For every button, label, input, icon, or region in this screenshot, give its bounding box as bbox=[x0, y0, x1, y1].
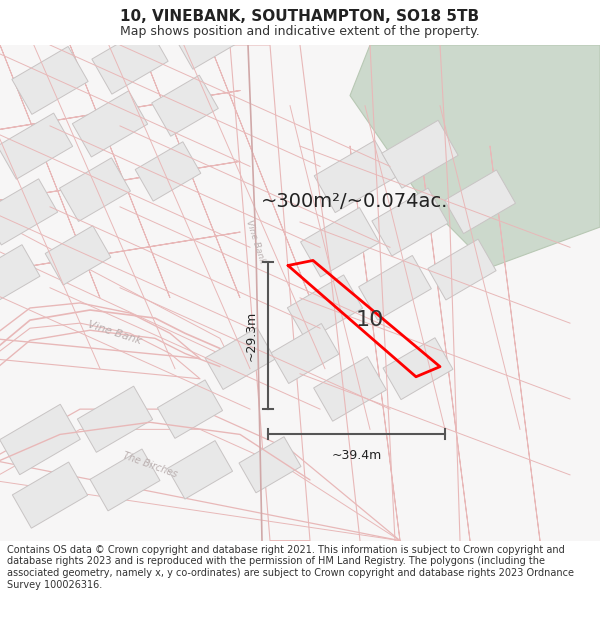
Polygon shape bbox=[135, 142, 201, 201]
Polygon shape bbox=[0, 404, 80, 475]
Text: ~300m²/~0.074ac.: ~300m²/~0.074ac. bbox=[262, 192, 449, 211]
Text: ~39.4m: ~39.4m bbox=[331, 449, 382, 462]
Polygon shape bbox=[174, 11, 236, 69]
Polygon shape bbox=[0, 244, 40, 306]
Polygon shape bbox=[271, 324, 339, 384]
Polygon shape bbox=[0, 179, 58, 245]
Polygon shape bbox=[383, 338, 453, 399]
Text: Vine Bank: Vine Bank bbox=[87, 320, 143, 347]
Polygon shape bbox=[0, 113, 73, 179]
Polygon shape bbox=[73, 91, 148, 157]
Polygon shape bbox=[445, 170, 515, 234]
Polygon shape bbox=[45, 226, 111, 285]
Text: Vine Bank: Vine Bank bbox=[244, 219, 266, 265]
Text: Map shows position and indicative extent of the property.: Map shows position and indicative extent… bbox=[120, 25, 480, 38]
Polygon shape bbox=[205, 328, 275, 389]
Text: 10: 10 bbox=[356, 310, 384, 330]
Text: 10, VINEBANK, SOUTHAMPTON, SO18 5TB: 10, VINEBANK, SOUTHAMPTON, SO18 5TB bbox=[121, 9, 479, 24]
Polygon shape bbox=[239, 437, 301, 493]
Polygon shape bbox=[90, 449, 160, 511]
Polygon shape bbox=[77, 386, 152, 452]
Polygon shape bbox=[359, 256, 431, 320]
Text: The Birches: The Birches bbox=[121, 450, 179, 479]
Polygon shape bbox=[301, 208, 379, 277]
Polygon shape bbox=[157, 380, 223, 438]
Polygon shape bbox=[428, 239, 496, 300]
Text: Contains OS data © Crown copyright and database right 2021. This information is : Contains OS data © Crown copyright and d… bbox=[7, 545, 574, 589]
Polygon shape bbox=[92, 26, 168, 94]
Polygon shape bbox=[152, 75, 218, 136]
Polygon shape bbox=[0, 45, 600, 541]
Polygon shape bbox=[372, 188, 448, 256]
Polygon shape bbox=[59, 158, 130, 221]
Polygon shape bbox=[314, 357, 386, 421]
Text: ~29.3m: ~29.3m bbox=[245, 311, 258, 361]
Polygon shape bbox=[314, 141, 396, 212]
Polygon shape bbox=[287, 275, 362, 341]
Polygon shape bbox=[167, 441, 233, 499]
Polygon shape bbox=[350, 45, 600, 268]
Polygon shape bbox=[12, 46, 88, 114]
Polygon shape bbox=[13, 462, 88, 528]
Polygon shape bbox=[382, 120, 458, 188]
